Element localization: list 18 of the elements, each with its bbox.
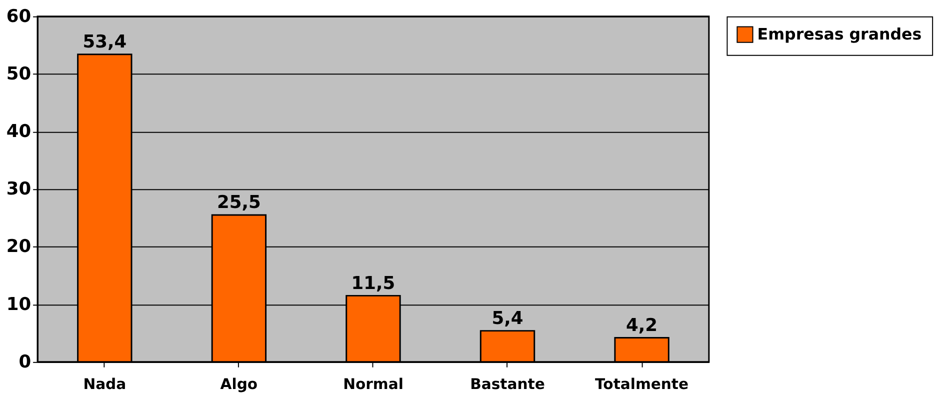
x-tick-label: Bastante bbox=[470, 376, 545, 394]
data-label: 53,4 bbox=[82, 32, 127, 52]
y-tick-label: 50 bbox=[6, 64, 32, 84]
x-tick-label: Algo bbox=[220, 376, 258, 394]
data-label: 25,5 bbox=[217, 193, 261, 214]
legend-label: Empresas grandes bbox=[757, 24, 922, 44]
y-tick-label: 10 bbox=[6, 294, 32, 315]
data-label: 4,2 bbox=[626, 316, 658, 336]
x-tick-label: Normal bbox=[343, 376, 404, 394]
x-tick-label: Totalmente bbox=[595, 376, 689, 394]
y-tick-label: 0 bbox=[18, 352, 32, 372]
x-tick-label: Nada bbox=[83, 376, 126, 394]
y-tick-label: 30 bbox=[6, 180, 32, 200]
y-tick-label: 40 bbox=[6, 122, 32, 142]
data-label: 5,4 bbox=[492, 308, 524, 329]
y-tick-label: 20 bbox=[6, 237, 32, 258]
data-label: 11,5 bbox=[351, 274, 396, 294]
y-tick-label: 60 bbox=[6, 6, 32, 27]
